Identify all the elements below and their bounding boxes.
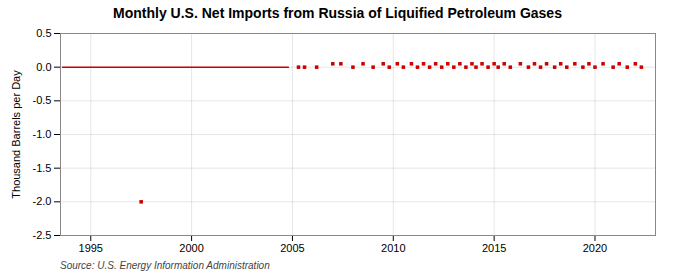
html-text:Source: U.S. Energy Informatio: Source: U.S. Energy Information Administ… — [60, 260, 270, 271]
svg-text:-2.0: -2.0 — [33, 195, 52, 207]
html-text:Monthly U.S. Net Imports from: Monthly U.S. Net Imports from Russia of … — [113, 5, 562, 21]
svg-text:-1.5: -1.5 — [33, 162, 52, 174]
svg-text:-1.0: -1.0 — [33, 128, 52, 140]
svg-text:2005: 2005 — [280, 242, 304, 254]
svg-text:2000: 2000 — [179, 242, 203, 254]
svg-text:Thousand Barrels per Day: Thousand Barrels per Day — [10, 70, 22, 199]
svg-text:2015: 2015 — [482, 242, 506, 254]
svg-text:2010: 2010 — [381, 242, 405, 254]
svg-text:0.0: 0.0 — [36, 61, 51, 73]
svg-text:-0.5: -0.5 — [33, 94, 52, 106]
svg-text:-2.5: -2.5 — [33, 229, 52, 241]
svg-text:1995: 1995 — [79, 242, 103, 254]
svg-text:2020: 2020 — [583, 242, 607, 254]
svg-text:0.5: 0.5 — [36, 27, 51, 39]
